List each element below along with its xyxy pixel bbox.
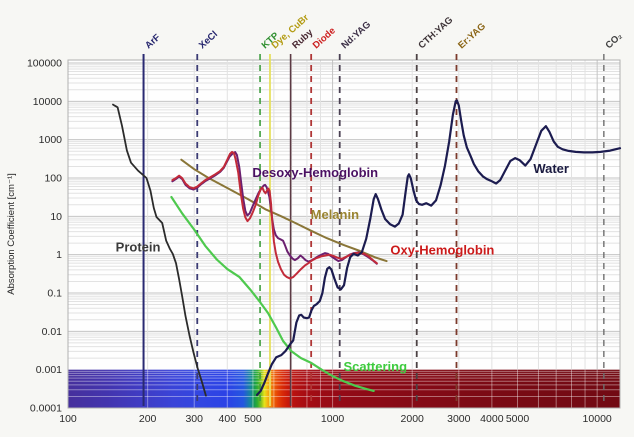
y-axis-tick-label: 100 xyxy=(44,173,62,185)
x-axis-tick-label: 4000 xyxy=(480,413,504,425)
x-axis-tick-label: 2000 xyxy=(401,413,425,425)
spectrum-band xyxy=(68,369,620,408)
series-label-water: Water xyxy=(533,161,569,176)
y-axis-tick-label: 0.0001 xyxy=(30,403,62,415)
x-axis-tick-label: 300 xyxy=(185,413,203,425)
y-axis-tick-label: 0.001 xyxy=(36,364,62,376)
laser-label-diode: Diode xyxy=(311,25,338,51)
laser-label-cth-yag: CTH:YAG xyxy=(416,15,455,52)
x-axis-tick-label: 3000 xyxy=(447,413,471,425)
plot-frame xyxy=(67,59,621,409)
series-melanin-curve xyxy=(180,158,388,263)
series-label-desoxy-hemoglobin: Desoxy-Hemoglobin xyxy=(252,165,378,180)
y-axis-tick-label: 100000 xyxy=(27,58,62,70)
series-water-curve xyxy=(255,99,622,396)
series-protein-curve xyxy=(112,103,207,397)
y-axis-title: Absorption Coefficient [cm⁻¹] xyxy=(6,173,17,295)
x-axis-tick-label: 10000 xyxy=(583,413,612,425)
series-oxy-hemoglobin-curve xyxy=(171,150,378,280)
series-scattering-curve xyxy=(170,195,375,392)
laser-label-xecl: XeCl xyxy=(197,29,220,51)
series-label-scattering: Scattering xyxy=(343,359,407,374)
laser-label-er-yag: Er:YAG xyxy=(456,21,488,51)
x-axis-tick-label: 400 xyxy=(219,413,237,425)
y-axis-tick-label: 1000 xyxy=(39,134,63,146)
laser-label-nd-yag: Nd:YAG xyxy=(339,19,373,51)
x-axis-tick-label: 200 xyxy=(139,413,157,425)
laser-label-co: CO₂ xyxy=(603,31,624,52)
plot-area xyxy=(68,60,620,408)
y-axis-tick-label: 0.01 xyxy=(42,326,63,338)
x-axis-tick-label: 100 xyxy=(59,413,77,425)
y-axis-tick-label: 0.1 xyxy=(47,288,62,300)
x-axis-tick-label: 5000 xyxy=(506,413,530,425)
laser-label-arf: ArF xyxy=(143,32,163,51)
x-axis-tick-label: 1000 xyxy=(321,413,345,425)
x-axis-tick-label: 500 xyxy=(244,413,262,425)
y-axis-tick-label: 10 xyxy=(50,211,62,223)
y-axis-tick-label: 1 xyxy=(56,249,62,261)
series-label-melanin: Melanin xyxy=(311,207,359,222)
y-axis-tick-label: 10000 xyxy=(33,96,62,108)
series-label-protein: Protein xyxy=(116,240,161,255)
series-label-oxy-hemoglobin: Oxy-Hemoglobin xyxy=(390,243,494,258)
